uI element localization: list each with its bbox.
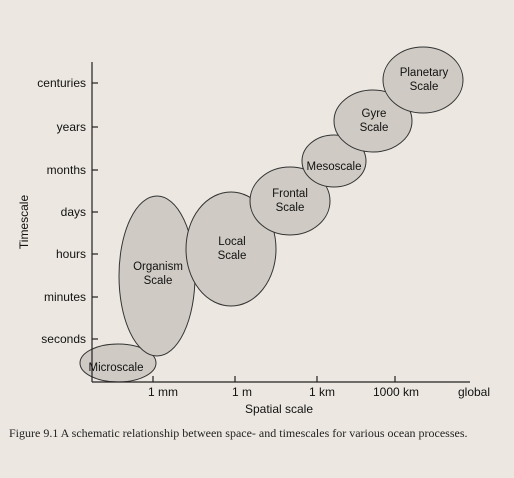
x-tick-label: global — [458, 385, 490, 399]
y-tick-label: months — [47, 163, 86, 177]
figure-caption: Figure 9.1 A schematic relationship betw… — [9, 426, 468, 440]
y-tick-labels: centuries years months days hours minute… — [37, 76, 86, 346]
process-label-line: Scale — [410, 81, 439, 93]
label-local: Local Scale — [218, 236, 247, 262]
label-microscale: Microscale — [89, 362, 144, 374]
process-ellipses — [79, 46, 464, 383]
y-axis-title: Timescale — [17, 195, 31, 250]
y-tick-label: years — [57, 120, 86, 134]
process-labels: Microscale Organism Scale Local Scale Fron… — [89, 67, 449, 374]
x-tick-label: 1 m — [232, 385, 252, 399]
x-axis-title: Spatial scale — [245, 402, 313, 416]
axes — [91, 62, 470, 383]
label-planetary: Planetary Scale — [400, 67, 449, 93]
process-label-line: Local — [218, 236, 246, 248]
x-tick-labels: 1 mm 1 m 1 km 1000 km global — [148, 385, 490, 399]
x-tick-label: 1000 km — [373, 385, 419, 399]
ellipse-frontal — [249, 166, 331, 236]
y-tick-label: hours — [56, 247, 86, 261]
ellipse-planetary — [382, 46, 464, 114]
y-tick-label: days — [61, 205, 86, 219]
y-tick-label: seconds — [41, 332, 86, 346]
process-label-line: Scale — [144, 275, 173, 287]
process-label-line: Gyre — [362, 108, 387, 120]
x-tick-label: 1 km — [309, 385, 335, 399]
process-label-line: Scale — [218, 250, 247, 262]
x-ticks — [152, 376, 396, 382]
process-label-line: Frontal — [272, 188, 308, 200]
y-tick-label: minutes — [44, 290, 86, 304]
process-label-line: Scale — [276, 202, 305, 214]
label-mesoscale: Mesoscale — [307, 161, 362, 173]
label-frontal: Frontal Scale — [272, 188, 308, 214]
ellipse-mesoscale — [301, 134, 367, 188]
y-ticks — [92, 82, 98, 340]
process-label-line: Mesoscale — [307, 161, 362, 173]
x-tick-label: 1 mm — [148, 385, 178, 399]
label-gyre: Gyre Scale — [360, 108, 389, 134]
process-label-line: Scale — [360, 122, 389, 134]
process-label-line: Planetary — [400, 67, 449, 79]
process-label-line: Microscale — [89, 362, 144, 374]
y-tick-label: centuries — [37, 76, 86, 90]
ellipse-local — [185, 191, 277, 307]
ellipse-gyre — [333, 89, 413, 153]
process-label-line: Organism — [133, 261, 183, 273]
label-organism: Organism Scale — [133, 261, 183, 287]
